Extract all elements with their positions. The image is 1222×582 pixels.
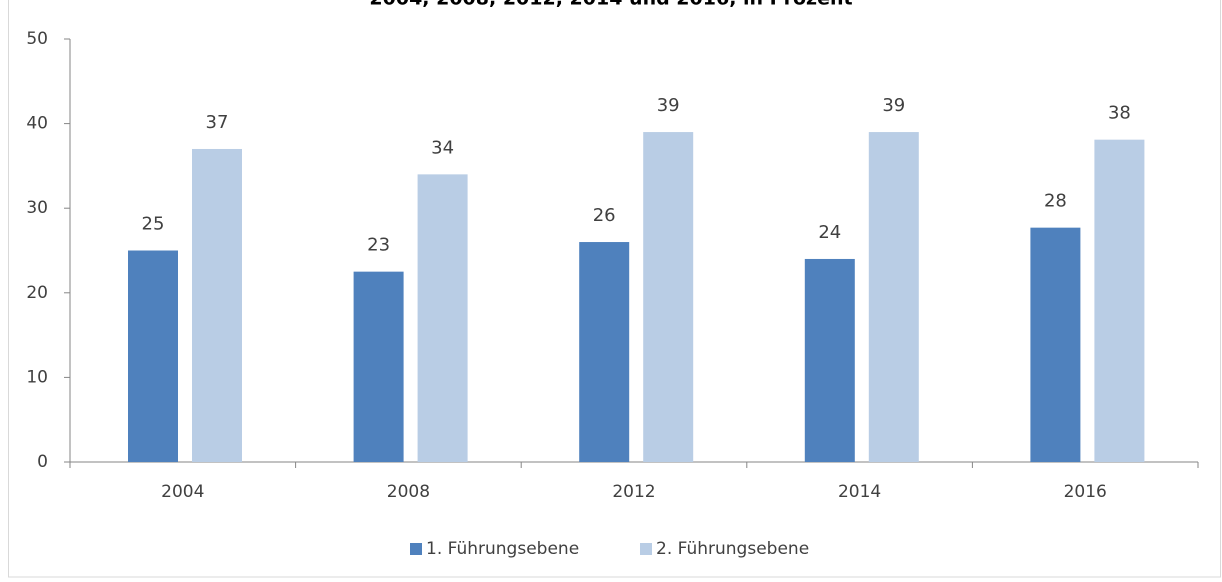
bar — [804, 258, 855, 462]
y-tick-label: 30 — [26, 198, 48, 218]
x-tick-label: 2012 — [612, 482, 655, 502]
y-tick-label: 40 — [26, 114, 48, 134]
value-label: 24 — [818, 222, 841, 243]
bar — [417, 174, 468, 463]
chart-frame — [8, 0, 1221, 578]
x-tick-label: 2016 — [1064, 482, 1107, 502]
bar — [1030, 227, 1081, 462]
value-label: 34 — [431, 137, 454, 158]
value-label: 23 — [367, 235, 390, 256]
chart-title: 2004, 2008, 2012, 2014 und 2016, in Proz… — [369, 0, 852, 10]
value-label: 38 — [1108, 103, 1131, 124]
value-label: 26 — [593, 205, 616, 226]
legend-label: 1. Führungsebene — [426, 539, 579, 559]
y-tick-label: 0 — [37, 452, 48, 472]
bar — [868, 132, 919, 462]
y-tick-label: 20 — [26, 283, 48, 303]
value-label: 25 — [142, 214, 165, 235]
bar — [1094, 139, 1145, 462]
value-label: 39 — [657, 95, 680, 116]
x-tick-label: 2004 — [161, 482, 204, 502]
value-label: 37 — [206, 112, 229, 133]
bar — [128, 250, 178, 462]
y-tick-label: 50 — [26, 29, 48, 49]
bar — [353, 271, 404, 462]
legend-swatch — [640, 543, 652, 555]
legend-label: 2. Führungsebene — [656, 539, 809, 559]
value-label: 39 — [882, 95, 905, 116]
bar — [643, 132, 694, 462]
x-tick-label: 2014 — [838, 482, 881, 502]
value-label: 28 — [1044, 191, 1067, 212]
x-tick-label: 2008 — [387, 482, 430, 502]
y-tick-label: 10 — [26, 367, 48, 387]
legend-swatch — [410, 543, 422, 555]
bar — [192, 148, 242, 463]
bar — [579, 242, 630, 462]
